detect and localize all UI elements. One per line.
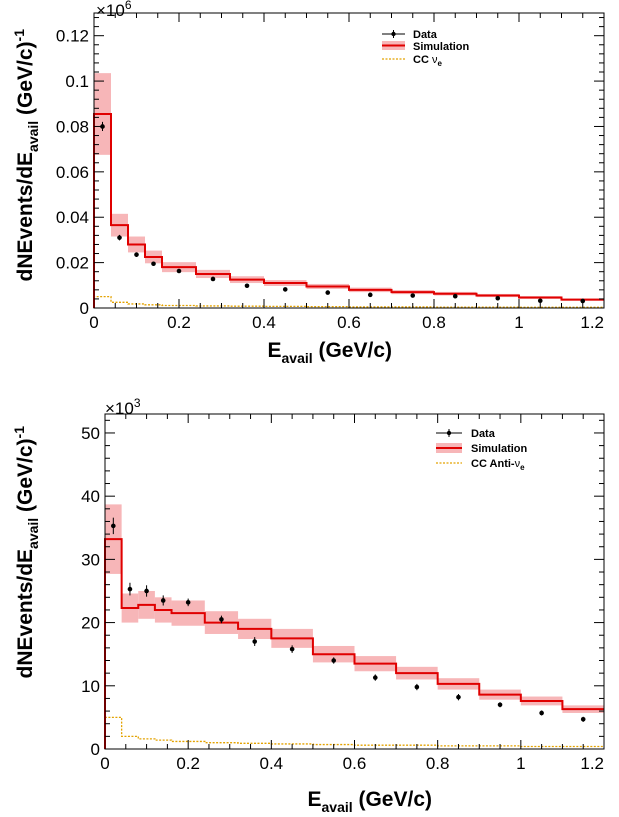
x-tick-label: 0.2 (167, 313, 191, 332)
legend-data-label: Data (471, 428, 496, 440)
data-point (219, 617, 224, 622)
data-point (331, 658, 337, 663)
data-points (100, 121, 586, 304)
data-point (580, 716, 586, 722)
x-axis-ticks: 0 0.2 0.4 0.6 0.8 1 1.2 (100, 414, 605, 773)
data-point (151, 261, 156, 267)
data-point (372, 675, 378, 680)
data-point (160, 598, 166, 603)
top-chart: 0 0.2 0.4 0.6 0.8 1 1.2 0 0.02 0.04 0.06 0.08 0.1 0.… (11, 0, 605, 366)
x-tick-label: 1 (516, 754, 525, 773)
data-points (111, 517, 586, 722)
legend-background-label: CC νe (413, 54, 442, 68)
x-axis-title: Eavail (GeV/c) (307, 788, 432, 815)
x-tick-label: 0.6 (343, 754, 367, 773)
data-point (456, 694, 461, 700)
y-tick-label: 50 (81, 424, 100, 443)
x-tick-label: 0 (89, 313, 98, 332)
legend-data-marker (391, 31, 396, 37)
data-point (289, 646, 295, 652)
data-point (539, 710, 544, 716)
data-point (367, 292, 373, 298)
legend-data-label: Data (413, 29, 438, 41)
y-tick-label: 0 (80, 299, 89, 318)
y-tick-label: 0.04 (56, 208, 89, 227)
x-tick-label: 0 (100, 754, 109, 773)
data-point (210, 276, 216, 282)
y-multiplier: ×106 (96, 0, 132, 20)
x-tick-label: 1.2 (580, 313, 604, 332)
y-tick-label: 0.06 (56, 163, 89, 182)
data-point (495, 295, 501, 301)
bottom-chart: 0 0.2 0.4 0.6 0.8 1 1.2 0 10 20 30 40 50 ×103 Eavai… (11, 396, 605, 815)
x-tick-label: 0.8 (422, 313, 446, 332)
legend-background-label: CC Anti-νe (471, 458, 525, 472)
y-multiplier: ×103 (105, 396, 141, 418)
legend: Data Simulation CC νe (382, 29, 470, 68)
y-axis-title: dNEvents/dEavail (GeV/c)-1 (11, 29, 41, 282)
y-tick-label: 40 (81, 487, 100, 506)
data-point (134, 252, 139, 257)
data-point (537, 298, 543, 304)
data-point (580, 298, 586, 304)
data-point (414, 684, 420, 690)
legend-simulation-label: Simulation (471, 443, 528, 455)
y-tick-label: 0.02 (56, 254, 89, 273)
x-axis-title: Eavail (GeV/c) (267, 339, 392, 366)
simulation-histogram (93, 112, 604, 308)
y-tick-label: 0.08 (56, 117, 89, 136)
data-point (410, 293, 416, 298)
legend-simulation-label: Simulation (413, 41, 470, 53)
x-tick-label: 1 (514, 313, 523, 332)
y-tick-label: 10 (81, 677, 100, 696)
x-tick-label: 1.2 (580, 754, 604, 773)
y-tick-label: 0.12 (56, 27, 89, 46)
data-point (282, 287, 288, 292)
data-point (185, 600, 191, 605)
data-point (244, 283, 250, 289)
y-tick-label: 20 (81, 614, 100, 633)
y-tick-label: 30 (81, 550, 100, 569)
x-tick-label: 0.6 (337, 313, 361, 332)
simulation-line (104, 538, 604, 749)
x-tick-label: 0.2 (176, 754, 200, 773)
data-point (176, 268, 182, 274)
y-tick-label: 0.1 (65, 72, 89, 91)
data-point (325, 290, 331, 295)
data-point (144, 588, 149, 594)
x-tick-label: 0.8 (426, 754, 450, 773)
data-point (452, 293, 458, 299)
x-tick-label: 0.4 (252, 313, 276, 332)
y-axis-title: dNEvents/dEavail (GeV/c)-1 (11, 426, 41, 679)
legend-data-marker (446, 430, 452, 436)
y-axis-ticks: 0 10 20 30 40 50 (81, 419, 604, 759)
data-point (127, 586, 133, 592)
x-axis-ticks: 0 0.2 0.4 0.6 0.8 1 1.2 (89, 13, 605, 332)
x-tick-label: 0.4 (260, 754, 284, 773)
data-point (111, 523, 116, 529)
simulation-line (93, 112, 604, 308)
data-point (252, 639, 257, 644)
data-point (497, 702, 503, 708)
simulation-error-band (105, 504, 604, 713)
legend: Data Simulation CC Anti-νe (436, 428, 528, 472)
data-point (117, 235, 122, 240)
y-tick-label: 0 (91, 740, 100, 759)
y-axis-ticks: 0 0.02 0.04 0.06 0.08 0.1 0.12 (56, 17, 604, 318)
simulation-histogram (104, 538, 604, 749)
